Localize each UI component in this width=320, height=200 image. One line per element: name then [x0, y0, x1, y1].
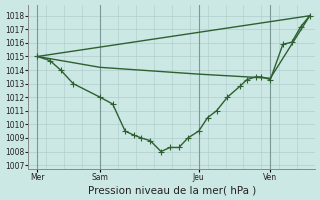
- X-axis label: Pression niveau de la mer( hPa ): Pression niveau de la mer( hPa ): [88, 185, 256, 195]
